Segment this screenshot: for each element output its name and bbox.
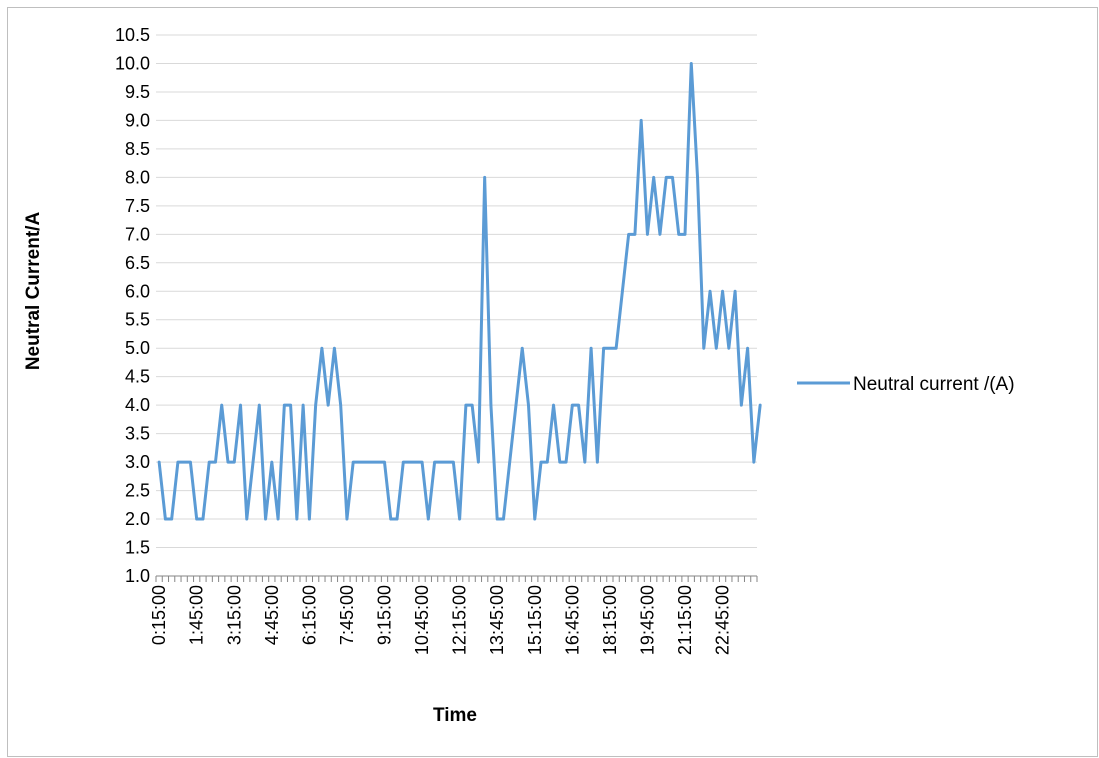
x-tick-label: 13:45:00 [487, 585, 507, 655]
y-tick-label: 4.0 [125, 395, 150, 415]
y-tick-label: 9.5 [125, 82, 150, 102]
gridlines [156, 34, 757, 549]
y-tick-label: 4.5 [125, 367, 150, 387]
x-tick-label: 21:15:00 [675, 585, 695, 655]
x-tick-label: 19:45:00 [637, 585, 657, 655]
y-tick-label: 2.5 [125, 481, 150, 501]
x-tick-label: 6:15:00 [299, 585, 319, 645]
y-tick-label: 10.0 [115, 53, 150, 73]
y-tick-label: 3.0 [125, 452, 150, 472]
x-tick-label: 4:45:00 [262, 585, 282, 645]
y-tick-label: 1.5 [125, 538, 150, 558]
x-tick-label: 9:15:00 [375, 585, 395, 645]
y-tick-label: 7.5 [125, 196, 150, 216]
x-tick-label: 0:15:00 [149, 585, 169, 645]
x-tick-label: 1:45:00 [187, 585, 207, 645]
x-axis-title: Time [433, 705, 477, 726]
x-tick-label: 22:45:00 [713, 585, 733, 655]
y-tick-label: 6.5 [125, 253, 150, 273]
legend-label: Neutral current /(A) [853, 374, 1015, 395]
y-tick-labels: 1.0 1.5 2.0 2.5 3.0 3.5 4.0 4.5 5.0 5.5 6.0 6.5 7.0 7… [115, 25, 150, 586]
y-tick-label: 3.5 [125, 424, 150, 444]
x-tick-label: 12:15:00 [450, 585, 470, 655]
x-tick-label: 10:45:00 [412, 585, 432, 655]
x-tick-label: 7:45:00 [337, 585, 357, 645]
x-tick-label: 18:15:00 [600, 585, 620, 655]
y-tick-label: 1.0 [125, 566, 150, 586]
chart-frame: 1.0 1.5 2.0 2.5 3.0 3.5 4.0 4.5 5.0 5.5 6.0 6.5 7.0 7… [7, 7, 1098, 757]
y-tick-label: 8.5 [125, 139, 150, 159]
y-tick-label: 9.0 [125, 110, 150, 130]
series-layer [157, 61, 762, 521]
y-tick-label: 2.0 [125, 509, 150, 529]
x-tick-label: 16:45:00 [562, 585, 582, 655]
line-chart: 1.0 1.5 2.0 2.5 3.0 3.5 4.0 4.5 5.0 5.5 6.0 6.5 7.0 7… [23, 25, 1015, 726]
y-tick-label: 10.5 [115, 25, 150, 45]
y-axis-title: Neutral Current/A [23, 212, 44, 371]
y-tick-label: 8.0 [125, 167, 150, 187]
y-tick-label: 5.0 [125, 338, 150, 358]
x-tick-labels: 0:15:00 1:45:00 3:15:00 4:45:00 6:15:00 7:45:… [149, 585, 732, 655]
y-tick-label: 7.0 [125, 224, 150, 244]
y-tick-label: 6.0 [125, 281, 150, 301]
series-line-neutral-current [157, 61, 762, 521]
x-tick-label: 3:15:00 [224, 585, 244, 645]
x-tick-label: 15:15:00 [525, 585, 545, 655]
axes [155, 575, 758, 582]
y-tick-label: 5.5 [125, 310, 150, 330]
legend: Neutral current /(A) [797, 374, 1015, 395]
